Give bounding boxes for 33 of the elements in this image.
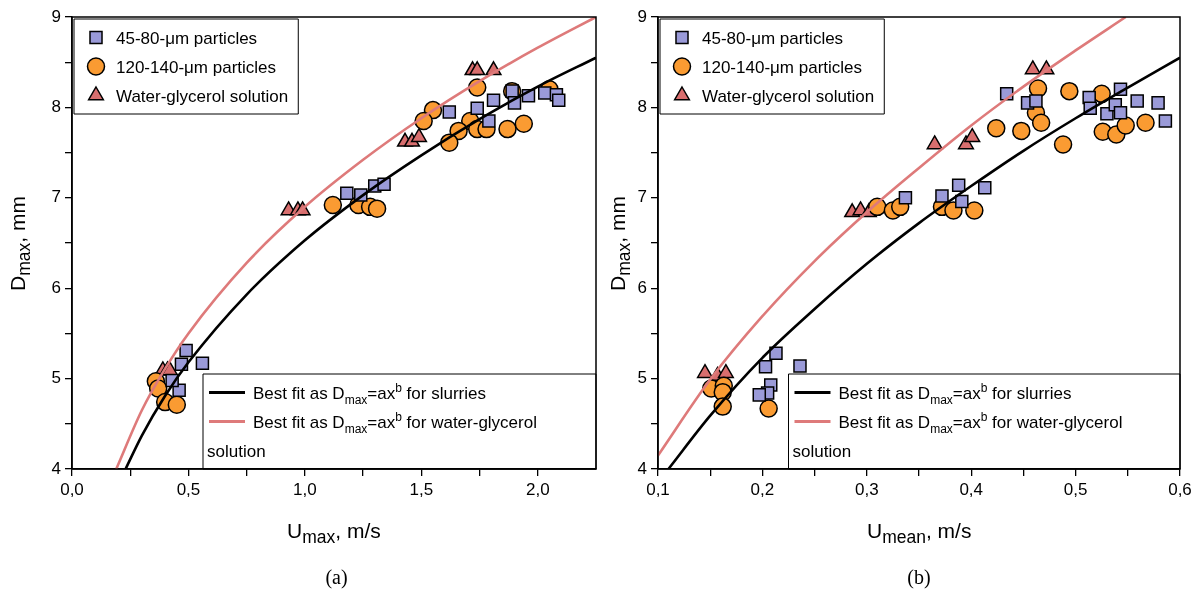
x-tick-label: 1,0	[293, 479, 317, 499]
x-tick-label: 2,0	[525, 479, 550, 499]
x-tick-label: 0,5	[1063, 479, 1088, 499]
legend-label: Water-glycerol solution	[702, 86, 875, 106]
x-tick-label: 0,6	[1168, 479, 1192, 499]
x-tick-label: 0,0	[60, 479, 84, 499]
x-tick-label: 0,2	[750, 479, 775, 499]
y-tick-label: 4	[51, 458, 61, 478]
y-tick-label: 4	[637, 458, 647, 478]
x-tick-label: 1,5	[409, 479, 434, 499]
y-tick-label: 8	[51, 97, 61, 117]
y-tick-label: 5	[637, 368, 647, 388]
y-tick-label: 6	[51, 277, 61, 297]
legend-label: 120-140-μm particles	[702, 57, 863, 77]
legend-label: 45-80-μm particles	[116, 28, 258, 48]
x-axis-title: U$_{mean}$, m/s	[867, 519, 972, 549]
text: (b)	[906, 566, 932, 589]
y-tick-label: 9	[637, 6, 647, 26]
x-axis-title: U$_{max}$, m/s	[287, 519, 381, 549]
y-tick-label: 9	[51, 6, 61, 26]
y-tick-label: 6	[637, 277, 647, 297]
x-tick-label: 0,4	[959, 479, 984, 499]
y-tick-label: 7	[51, 187, 61, 207]
x-tick-label: 0,3	[854, 479, 879, 499]
text: (a)	[324, 566, 349, 589]
x-tick-label: 0,1	[646, 479, 670, 499]
y-tick-label: 7	[637, 187, 647, 207]
legend-label: Water-glycerol solution	[116, 86, 289, 106]
legend-label: 45-80-μm particles	[702, 28, 844, 48]
y-tick-label: 8	[637, 97, 647, 117]
x-tick-label: 0,5	[176, 479, 201, 499]
y-tick-label: 5	[51, 368, 61, 388]
legend-label: 120-140-μm particles	[116, 57, 277, 77]
